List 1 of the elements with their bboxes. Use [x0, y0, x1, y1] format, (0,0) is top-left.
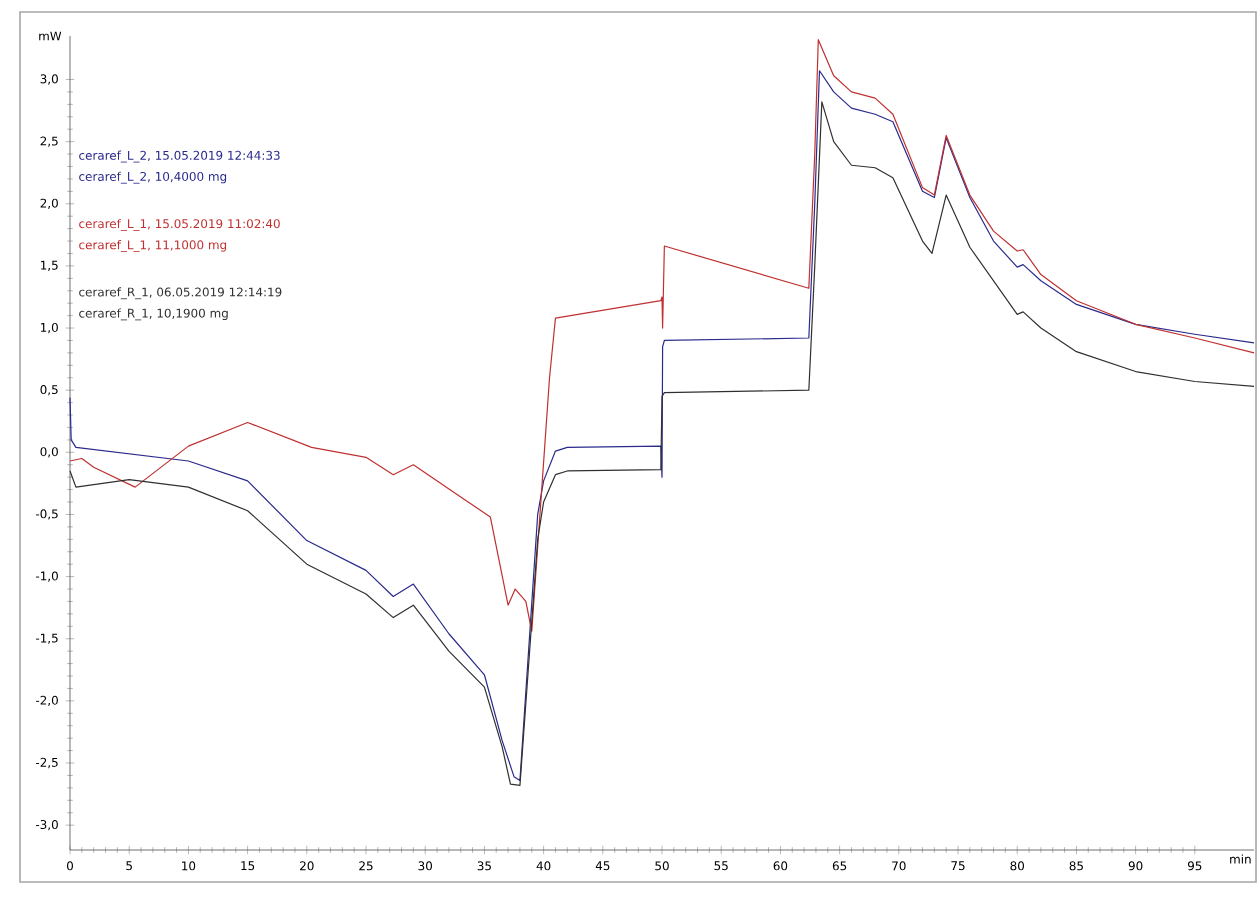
- line-series: [69, 39, 1255, 632]
